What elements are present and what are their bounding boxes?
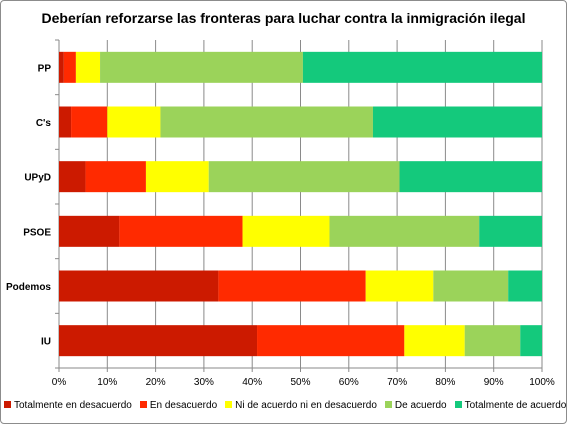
category-label: IU bbox=[41, 337, 51, 348]
bar-segment bbox=[404, 325, 465, 357]
legend-item: Totalmente en desacuerdo bbox=[4, 400, 132, 411]
bar-segment bbox=[59, 270, 219, 302]
x-tick-label: 90% bbox=[484, 377, 504, 388]
legend-swatch bbox=[4, 401, 11, 408]
x-tick-label: 80% bbox=[435, 377, 455, 388]
x-tick-label: 0% bbox=[52, 377, 67, 388]
category-label: PSOE bbox=[23, 227, 51, 238]
category-label: Podemos bbox=[6, 282, 51, 293]
x-tick-label: 30% bbox=[194, 377, 214, 388]
legend-label: De acuerdo bbox=[394, 400, 447, 411]
bar-segment bbox=[399, 161, 542, 193]
x-tick-label: 60% bbox=[339, 377, 359, 388]
bar-segment bbox=[508, 270, 542, 302]
x-tick-label: 10% bbox=[97, 377, 117, 388]
bar-segment bbox=[85, 161, 146, 193]
legend-label: Ni de acuerdo ni en desacuerdo bbox=[235, 400, 377, 411]
bars bbox=[59, 51, 542, 357]
x-tick-label: 20% bbox=[146, 377, 166, 388]
grid-lines bbox=[55, 39, 543, 372]
legend-item: Ni de acuerdo ni en desacuerdo bbox=[225, 400, 377, 411]
bar-segment bbox=[71, 106, 108, 138]
bar-segment bbox=[257, 325, 405, 357]
category-labels: PP C's UPyD PSOE Podemos IU bbox=[6, 63, 51, 347]
bar-segment bbox=[365, 270, 434, 302]
bar-segment bbox=[59, 325, 258, 357]
x-tick-label: 70% bbox=[387, 377, 407, 388]
bar-segment bbox=[107, 106, 161, 138]
legend-swatch bbox=[225, 401, 233, 408]
bar-segment bbox=[479, 215, 542, 247]
bar-segment bbox=[119, 215, 243, 247]
category-label: PP bbox=[38, 63, 52, 74]
bar-segment bbox=[100, 51, 303, 83]
bar-segment bbox=[59, 51, 64, 83]
bar-segment bbox=[59, 215, 120, 247]
bar-segment bbox=[75, 51, 101, 83]
legend-swatch bbox=[384, 401, 392, 408]
bar-segment bbox=[59, 161, 86, 193]
x-tick-label: 100% bbox=[529, 377, 555, 388]
bar-segment bbox=[329, 215, 480, 247]
bar-segment bbox=[59, 106, 72, 138]
legend: Totalmente en desacuerdo En desacuerdo Ni … bbox=[0, 400, 567, 411]
tick-labels: 0% 10% 20% 30% 40% 50% 60% 70% 80% 90% 100% bbox=[52, 377, 555, 388]
bar-segment bbox=[63, 51, 76, 83]
bar-segment bbox=[242, 215, 330, 247]
chart-title: Deberían reforzarse las fronteras para l… bbox=[41, 10, 526, 26]
x-tick-label: 50% bbox=[290, 377, 310, 388]
legend-swatch bbox=[454, 401, 462, 408]
bar-segment bbox=[160, 106, 373, 138]
legend-swatch bbox=[139, 401, 147, 408]
bar-segment bbox=[433, 270, 509, 302]
bar-segment bbox=[208, 161, 400, 193]
bar-segment bbox=[218, 270, 366, 302]
legend-label: Totalmente de acuerdo bbox=[464, 400, 567, 411]
legend-item: De acuerdo bbox=[384, 400, 447, 411]
bar-segment bbox=[145, 161, 209, 193]
bar-segment bbox=[520, 325, 542, 357]
category-label: C's bbox=[36, 118, 52, 129]
legend-label: En desacuerdo bbox=[149, 400, 218, 411]
x-tick-label: 40% bbox=[242, 377, 262, 388]
legend-label: Totalmente en desacuerdo bbox=[14, 400, 132, 411]
bar-segment bbox=[372, 106, 542, 138]
category-label: UPyD bbox=[24, 173, 51, 184]
legend-item: En desacuerdo bbox=[139, 400, 218, 411]
legend-item: Totalmente de acuerdo bbox=[454, 400, 567, 411]
bar-segment bbox=[302, 51, 542, 83]
bar-segment bbox=[464, 325, 521, 357]
